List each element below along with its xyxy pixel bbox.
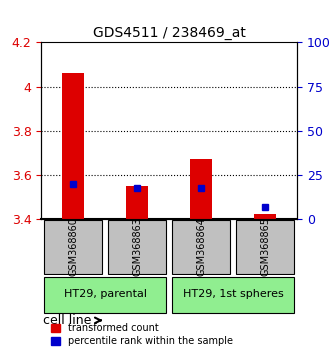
Legend: transformed count, percentile rank within the sample: transformed count, percentile rank withi…: [48, 320, 236, 349]
Title: GDS4511 / 238469_at: GDS4511 / 238469_at: [93, 26, 246, 40]
Text: cell line: cell line: [43, 314, 91, 327]
Text: HT29, 1st spheres: HT29, 1st spheres: [183, 289, 283, 299]
FancyBboxPatch shape: [172, 220, 230, 274]
Bar: [126, 186, 148, 219]
Bar: [62, 73, 84, 219]
FancyBboxPatch shape: [45, 277, 166, 313]
FancyBboxPatch shape: [236, 220, 294, 274]
Bar: [190, 159, 212, 219]
Bar: [254, 215, 276, 219]
FancyBboxPatch shape: [45, 220, 102, 274]
Text: GSM368865: GSM368865: [260, 217, 270, 276]
Text: GSM368864: GSM368864: [196, 217, 206, 276]
Text: HT29, parental: HT29, parental: [64, 289, 147, 299]
Text: GSM368860: GSM368860: [68, 217, 78, 276]
FancyBboxPatch shape: [108, 220, 166, 274]
Text: GSM368863: GSM368863: [132, 217, 142, 276]
FancyBboxPatch shape: [172, 277, 294, 313]
